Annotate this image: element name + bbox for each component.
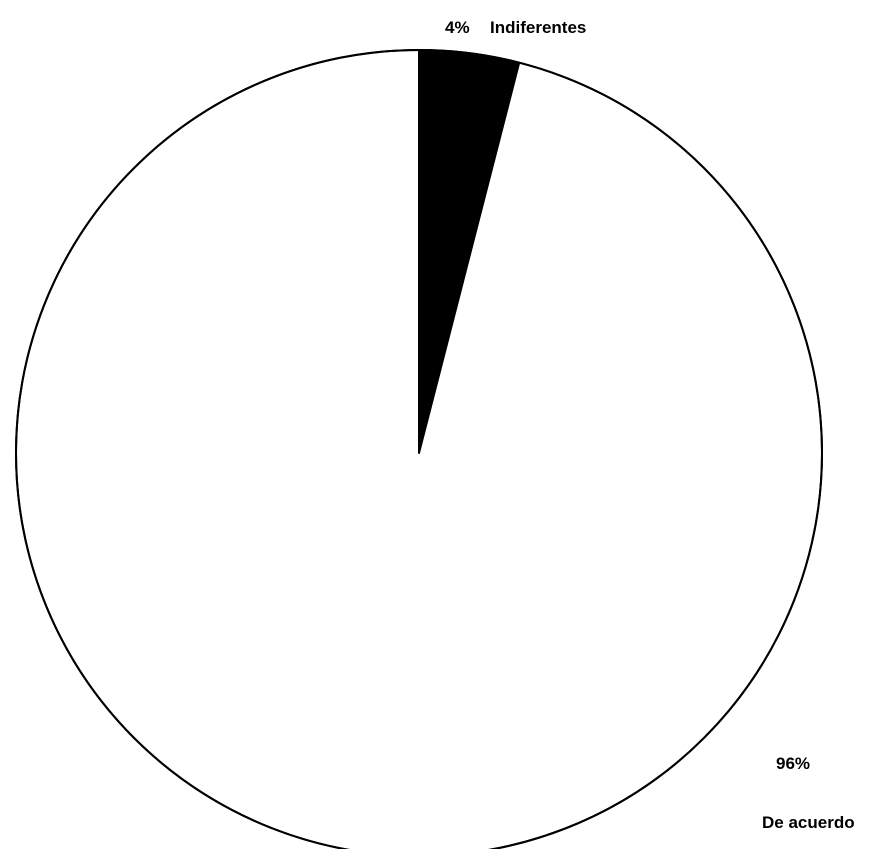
slice-label-indiferentes-percent: 4% bbox=[445, 18, 470, 37]
slice-label-indiferentes-category: Indiferentes bbox=[490, 18, 586, 37]
pie-outline bbox=[15, 49, 823, 849]
pie-slice-de-acuerdo bbox=[15, 49, 824, 849]
slice-label-de-acuerdo-percent: 96% bbox=[776, 754, 810, 773]
slice-label-de-acuerdo-category: De acuerdo bbox=[762, 813, 855, 832]
pie-slices bbox=[15, 49, 824, 849]
